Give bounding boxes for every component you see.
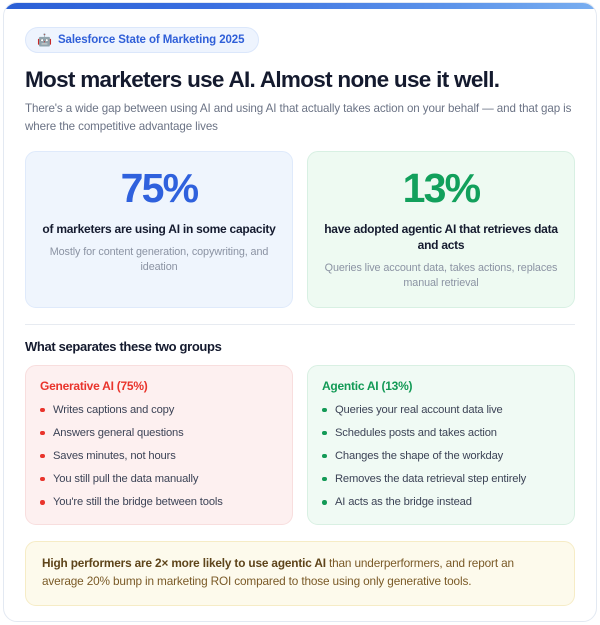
- panel-list-agentic: Queries your real account data live Sche…: [322, 403, 560, 511]
- bullet-dot-icon: [322, 430, 327, 436]
- list-item: Saves minutes, not hours: [40, 449, 278, 464]
- stat-note-generative: Mostly for content generation, copywriti…: [49, 245, 269, 273]
- robot-emoji-icon: 🤖: [37, 33, 52, 47]
- stat-value-agentic: 13%: [402, 164, 481, 211]
- list-item: AI acts as the bridge instead: [322, 495, 560, 510]
- list-item-label: Removes the data retrieval step entirely: [335, 472, 527, 485]
- list-item: Writes captions and copy: [40, 403, 278, 418]
- list-item-label: You still pull the data manually: [53, 472, 199, 485]
- page-subtitle: There's a wide gap between using AI and …: [25, 102, 572, 133]
- bullet-dot-icon: [322, 453, 327, 459]
- bullet-dot-icon: [40, 430, 45, 436]
- stat-label-agentic: have adopted agentic AI that retrieves d…: [324, 221, 558, 252]
- bullet-dot-icon: [40, 407, 45, 413]
- list-item-label: Answers general questions: [53, 426, 184, 439]
- panel-title-agentic: Agentic AI (13%): [322, 378, 413, 393]
- section-divider: [25, 323, 575, 325]
- callout-text: High performers are 2× more likely to us…: [42, 555, 558, 590]
- list-item: You still pull the data manually: [40, 472, 278, 487]
- bullet-dot-icon: [40, 500, 45, 505]
- list-item-label: Saves minutes, not hours: [53, 449, 176, 462]
- panel-title-generative: Generative AI (75%): [40, 378, 148, 393]
- stat-card-agentic: 13% have adopted agentic AI that retriev…: [307, 150, 575, 308]
- bullet-dot-icon: [40, 453, 45, 459]
- list-item: Queries your real account data live: [322, 403, 560, 418]
- footer-source-text: Source: Salesforce Tenth State of Market…: [25, 619, 462, 621]
- bullet-dot-icon: [322, 500, 327, 505]
- list-item-label: Queries your real account data live: [335, 403, 503, 416]
- footer-brand-label: vistasocial.com: [511, 619, 575, 621]
- callout-rest: than underperformers, and report an aver…: [42, 556, 514, 588]
- stat-note-agentic: Queries live account data, takes actions…: [324, 261, 558, 289]
- stat-value-generative: 75%: [120, 164, 199, 211]
- list-item-label: You're still the bridge between tools: [53, 496, 223, 509]
- list-item-label: Changes the shape of the workday: [335, 449, 504, 462]
- bullet-dot-icon: [40, 476, 45, 482]
- list-item-label: AI acts as the bridge instead: [335, 496, 472, 509]
- list-item-label: Schedules posts and takes action: [335, 426, 497, 439]
- stat-cards-row: 75% of marketers are using AI in some ca…: [25, 150, 575, 308]
- stat-card-generative: 75% of marketers are using AI in some ca…: [25, 150, 293, 308]
- stat-label-generative: of marketers are using AI in some capaci…: [42, 221, 276, 236]
- list-item: Answers general questions: [40, 426, 278, 441]
- list-item: Schedules posts and takes action: [322, 426, 560, 441]
- bullet-dot-icon: [322, 407, 327, 413]
- panel-agentic-ai: Agentic AI (13%) Queries your real accou…: [307, 364, 575, 526]
- list-item: Removes the data retrieval step entirely: [322, 472, 560, 487]
- bullet-dot-icon: [322, 476, 327, 482]
- footer: Source: Salesforce Tenth State of Market…: [25, 619, 575, 621]
- card-content: 🤖 Salesforce State of Marketing 2025 Mos…: [4, 9, 596, 621]
- top-accent-bar: [4, 3, 596, 9]
- comparison-panels-row: Generative AI (75%) Writes captions and …: [25, 364, 575, 526]
- callout-bold-lead: High performers are 2× more likely to us…: [42, 556, 326, 571]
- panel-generative-ai: Generative AI (75%) Writes captions and …: [25, 364, 293, 526]
- panel-list-generative: Writes captions and copy Answers general…: [40, 403, 278, 511]
- list-item: Changes the shape of the workday: [322, 449, 560, 464]
- page-title: Most marketers use AI. Almost none use i…: [25, 67, 500, 92]
- key-insight-callout: High performers are 2× more likely to us…: [25, 541, 575, 606]
- source-badge: 🤖 Salesforce State of Marketing 2025: [25, 27, 260, 53]
- list-item-label: Writes captions and copy: [53, 403, 175, 416]
- infographic-card: 🤖 Salesforce State of Marketing 2025 Mos…: [3, 2, 597, 622]
- list-item: You're still the bridge between tools: [40, 495, 278, 510]
- source-badge-label: Salesforce State of Marketing 2025: [57, 34, 245, 46]
- comparison-section-title: What separates these two groups: [25, 338, 222, 354]
